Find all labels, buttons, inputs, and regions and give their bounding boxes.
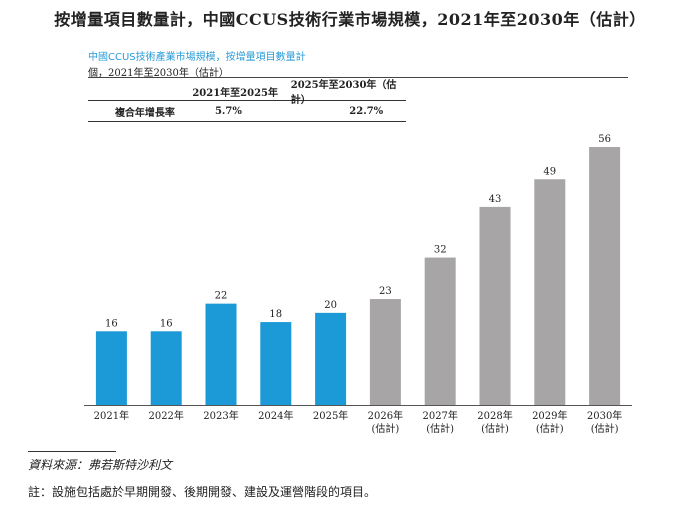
bar-2026年	[369, 299, 401, 405]
data-label-2030年: 56	[598, 134, 611, 145]
source-rule	[28, 451, 116, 452]
data-label-2022年: 16	[160, 318, 173, 329]
x-tick-note-2028年: (估計)	[481, 422, 509, 435]
cagr-table: 2021年至2025年 2025年至2030年（估計） 複合年增長率 5.7% …	[88, 80, 406, 122]
x-tick-note-2027年: (估計)	[426, 422, 454, 435]
data-label-2025年: 20	[324, 300, 337, 311]
cagr-row-label: 複合年增長率	[114, 107, 175, 119]
cagr-value-2: 22.7%	[349, 105, 384, 117]
bar-2028年	[479, 206, 511, 405]
cagr-value-1: 5.7%	[214, 105, 242, 117]
x-tick-label-2030年: 2030年	[587, 409, 622, 422]
chart-subtitle: 中國CCUS技術產業市場規模，按增量項目數量計	[88, 52, 306, 63]
x-tick-label-2029年: 2029年	[532, 409, 567, 422]
bar-2030年	[589, 147, 621, 405]
data-label-2023年: 22	[215, 291, 228, 302]
data-label-2027年: 32	[434, 245, 447, 256]
data-label-2021年: 16	[105, 318, 118, 329]
cagr-header-period-1: 2021年至2025年	[192, 87, 279, 99]
bar-2024年	[260, 322, 292, 405]
data-label-2024年: 18	[269, 309, 282, 320]
x-tick-label-2023年: 2023年	[203, 409, 238, 422]
bar-2029年	[534, 179, 566, 405]
bar-2023年	[205, 303, 237, 405]
cagr-header-period-2: 2025年至2030年（估計）	[290, 80, 397, 106]
bar-2025年	[315, 312, 347, 405]
cagr-header-row: 2021年至2025年 2025年至2030年（估計）	[88, 80, 406, 106]
x-tick-label-2025年: 2025年	[313, 409, 348, 422]
note-text: 註：設施包括處於早期開發、後期開發、建設及運營階段的項目。	[28, 485, 377, 499]
x-tick-note-2030年: (估計)	[591, 422, 619, 435]
bar-2027年	[424, 257, 456, 405]
cagr-value-row: 複合年增長率 5.7% 22.7%	[88, 101, 406, 122]
x-tick-label-2026年: 2026年	[368, 409, 403, 422]
x-tick-label-2028年: 2028年	[477, 409, 512, 422]
x-tick-label-2021年: 2021年	[94, 409, 129, 422]
unit-label: 個，2021年至2030年（估計）	[88, 68, 229, 79]
x-tick-note-2029年: (估計)	[536, 422, 564, 435]
source-text: 資料來源：弗若斯特沙利文	[28, 458, 173, 472]
bar-2021年	[95, 331, 127, 405]
x-tick-note-2026年: (估計)	[371, 422, 399, 435]
bar-2022年	[150, 331, 182, 405]
x-tick-label-2024年: 2024年	[258, 409, 293, 422]
x-tick-label-2022年: 2022年	[148, 409, 183, 422]
top-rule	[88, 77, 628, 78]
data-label-2029年: 49	[543, 166, 556, 177]
page-title: 按增量項目數量計，中國CCUS技術行業市場規模，2021年至2030年（估計）	[54, 10, 646, 29]
data-label-2026年: 23	[379, 286, 392, 297]
x-tick-label-2027年: 2027年	[422, 409, 457, 422]
data-label-2028年: 43	[489, 194, 502, 205]
